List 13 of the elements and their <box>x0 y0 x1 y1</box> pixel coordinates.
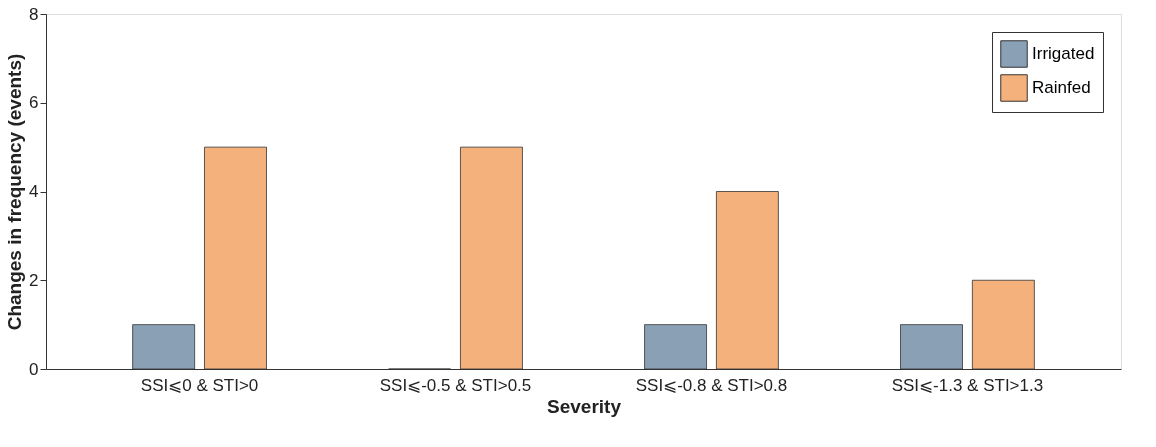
y-axis-title: Changes in frequency (events) <box>4 53 26 331</box>
legend-label: Rainfed <box>1032 78 1091 97</box>
x-tick-label: SSI⩽0 & STI>0 <box>140 375 259 395</box>
legend-label: Irrigated <box>1032 44 1095 63</box>
y-tick-label: 4 <box>29 182 39 201</box>
y-tick-label: 2 <box>29 270 39 290</box>
x-tick-label: SSI⩽-0.8 & STI>0.8 <box>635 375 788 395</box>
x-tick-label: SSI⩽-1.3 & STI>1.3 <box>891 375 1044 395</box>
x-axis-title: Severity <box>547 395 622 417</box>
y-tick-label: 6 <box>29 93 39 113</box>
x-tick-label: SSI⩽-0.5 & STI>0.5 <box>379 375 532 395</box>
y-tick-label: 8 <box>29 4 39 24</box>
y-tick-label: 0 <box>29 359 39 379</box>
